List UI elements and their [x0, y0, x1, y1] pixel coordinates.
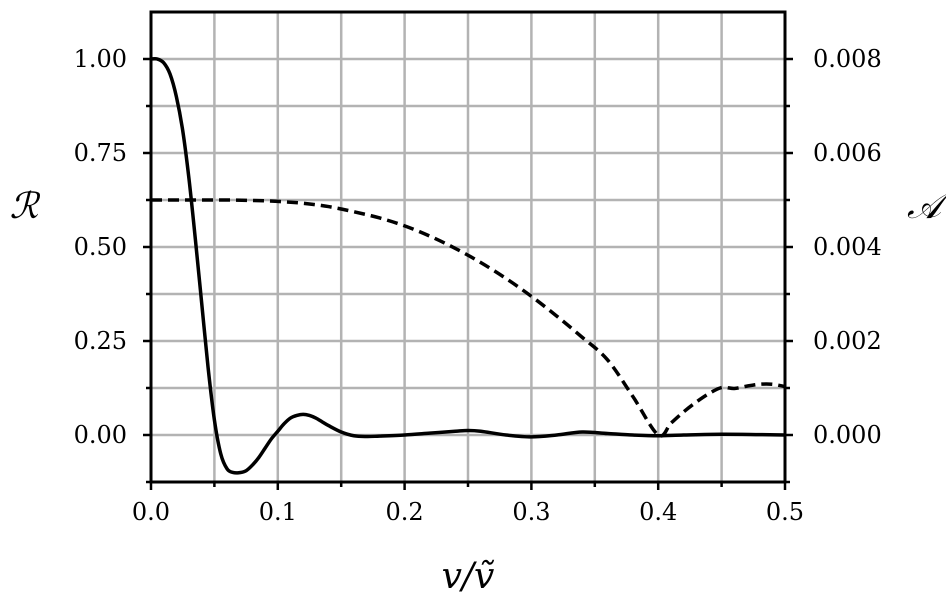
series-line-dashed [151, 198, 786, 438]
x-tick-label: 0.1 [259, 498, 297, 526]
y-right-tick-label: 0.006 [813, 139, 882, 167]
y-right-tick-label: 0.008 [813, 45, 882, 73]
y-left-tick-label: 0.75 [74, 139, 127, 167]
y-left-tick-label: 0.00 [74, 421, 127, 449]
series-layer [150, 56, 786, 475]
y-axis-label-right: 𝒜 [907, 186, 946, 227]
y-left-tick-label: 1.00 [74, 45, 127, 73]
x-tick-label: 0.3 [512, 498, 550, 526]
y-right-tick-label: 0.004 [813, 233, 882, 261]
x-tick-label: 0.0 [132, 498, 170, 526]
x-tick-label: 0.5 [766, 498, 804, 526]
x-tick-label: 0.2 [386, 498, 424, 526]
x-tick-label: 0.4 [639, 498, 677, 526]
x-axis-label: v/ṽ [442, 556, 495, 597]
series-line-solid [150, 56, 786, 475]
y-left-tick-label: 0.25 [74, 327, 127, 355]
y-left-tick-label: 0.50 [74, 233, 127, 261]
y-right-tick-label: 0.002 [813, 327, 882, 355]
y-axis-label-left: ℛ [10, 186, 41, 227]
y-right-tick-label: 0.000 [813, 421, 882, 449]
tick-labels: 0.0 0.1 0.2 0.3 0.4 0.5 0.00 0.25 0.50 0.75 1.00 0.… [74, 45, 882, 526]
ticks [143, 57, 793, 490]
grid [151, 12, 785, 482]
